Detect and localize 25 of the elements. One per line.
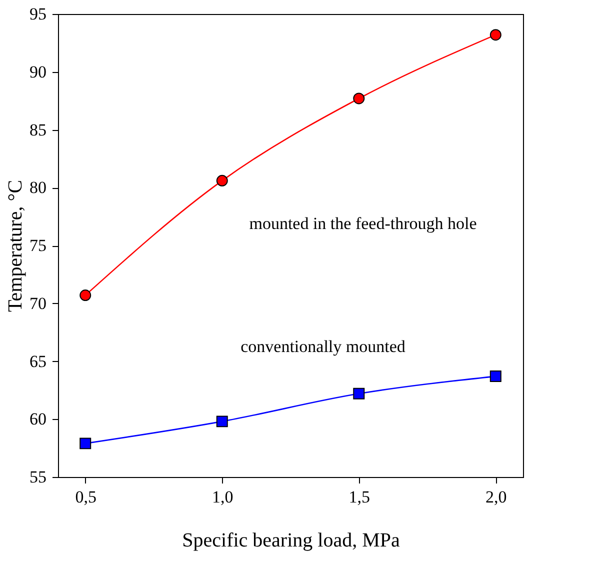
x-axis-title: Specific bearing load, MPa [182,530,400,552]
y-tick-label: 90 [30,62,46,82]
annotation: conventionally mounted [240,337,406,356]
point [353,92,365,104]
x-tick-label: 1,0 [212,488,234,506]
y-tick-label: 75 [30,236,46,255]
x-tick-label: 0,5 [75,488,96,506]
point [490,370,502,382]
point [216,174,228,186]
y-tick-label: 80 [30,178,46,198]
x-tick-label: 2,0 [486,488,507,506]
point [216,416,228,428]
y-tick-label: 65 [30,352,46,371]
y-tick-label: 95 [30,4,46,24]
point [80,438,92,450]
x-tick-label: 1,5 [348,488,370,506]
y-tick-label: 70 [30,294,46,313]
point [80,290,92,302]
y-tick-label: 55 [30,468,46,486]
point [490,29,502,41]
y-tick-label: 60 [30,410,46,429]
point [353,388,365,400]
y-axis-title: Temperature, °C [4,180,26,312]
y-tick-label: 85 [30,120,46,140]
annotation: mounted in the feed-through hole [249,214,477,233]
